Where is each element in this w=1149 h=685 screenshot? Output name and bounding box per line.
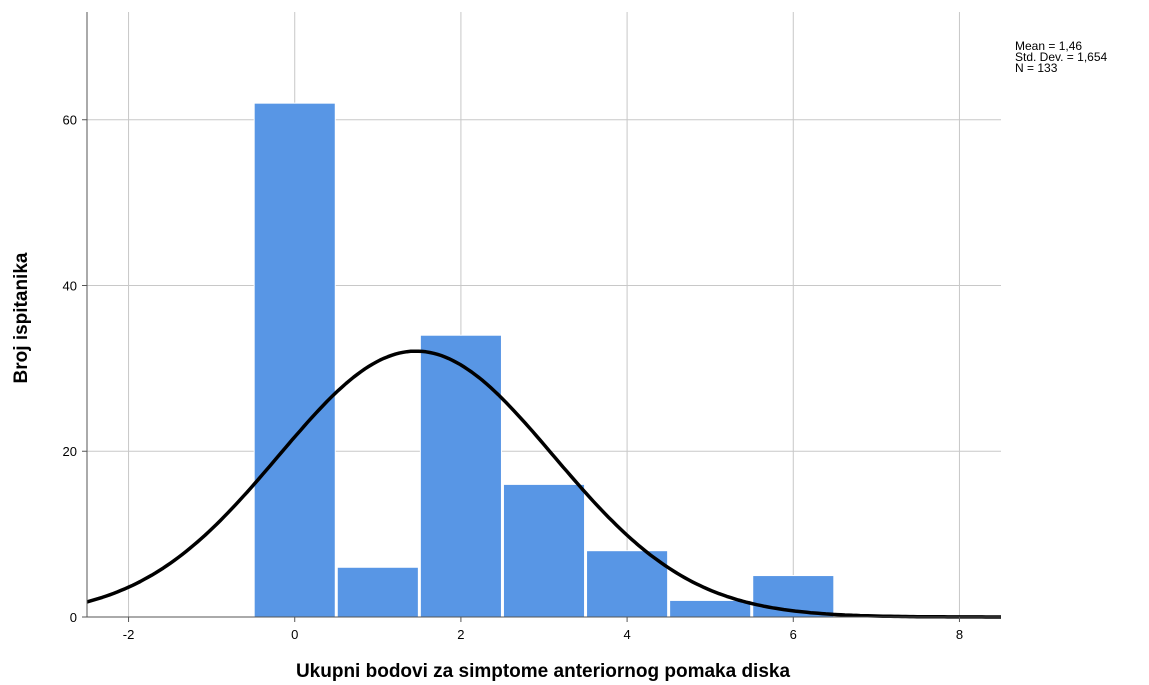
histogram-bar [419, 334, 502, 618]
x-tick-label: 2 [457, 627, 464, 642]
x-tick-label: 4 [623, 627, 630, 642]
axes [82, 12, 1001, 622]
stats-mean: Mean = 1,46 [1015, 39, 1083, 53]
x-tick-label: -2 [123, 627, 135, 642]
histogram-bars [253, 102, 835, 618]
x-axis-title: Ukupni bodovi za simptome anteriornog po… [296, 661, 791, 682]
x-tick-label: 8 [956, 627, 963, 642]
x-tick-label: 6 [790, 627, 797, 642]
histogram-bar [253, 102, 336, 618]
histogram-bar [669, 599, 752, 618]
histogram-bar [502, 483, 586, 618]
stats-std-dev: Std. Dev. = 1,654 [1015, 50, 1108, 64]
y-tick-label: 60 [63, 113, 77, 128]
stats-box: Mean = 1,46 Std. Dev. = 1,654 N = 133 [1015, 39, 1108, 75]
tick-labels: -2 0 2 4 6 8 0 20 40 60 [63, 113, 964, 642]
normal-curve [86, 349, 1001, 619]
histogram-bar [586, 550, 669, 618]
y-tick-label: 20 [63, 444, 77, 459]
y-tick-label: 40 [63, 278, 77, 293]
normal-curve-layer [86, 349, 1001, 619]
histogram-bar [336, 566, 419, 618]
x-tick-label: 0 [291, 627, 298, 642]
y-tick-label: 0 [70, 610, 77, 625]
y-axis-title: Broj ispitanika [11, 252, 32, 383]
stats-n: N = 133 [1015, 61, 1058, 75]
